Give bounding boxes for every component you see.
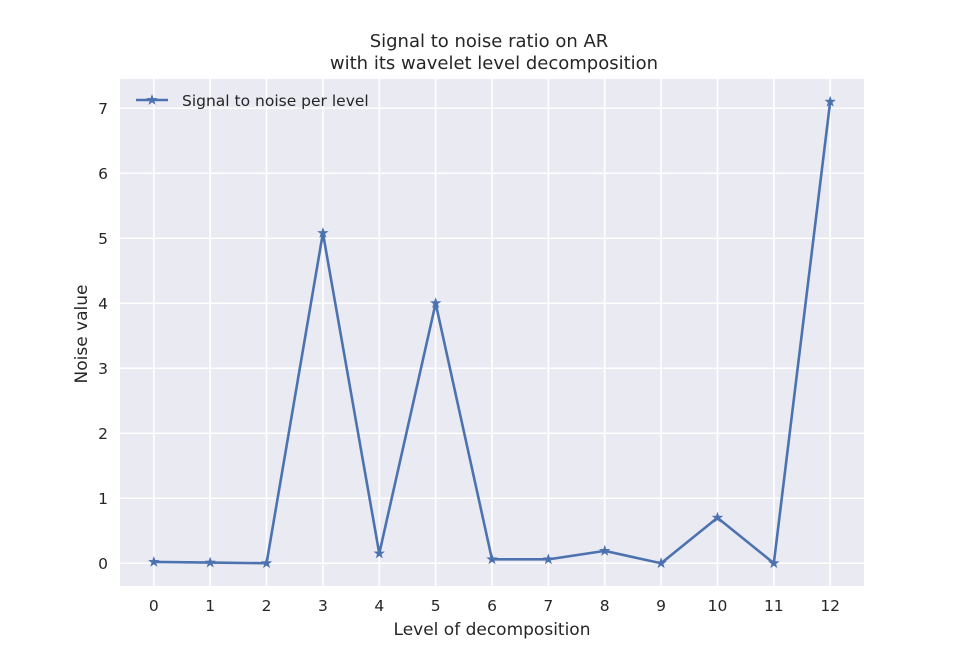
x-tick-label: 6 bbox=[487, 597, 497, 615]
data-point-star bbox=[542, 553, 555, 565]
data-point-star bbox=[260, 557, 273, 569]
x-tick-label: 5 bbox=[431, 597, 441, 615]
x-tick-label: 3 bbox=[318, 597, 328, 615]
x-tick-label: 2 bbox=[262, 597, 272, 615]
x-tick-label: 8 bbox=[600, 597, 610, 615]
x-tick-label: 1 bbox=[205, 597, 215, 615]
data-point-star bbox=[768, 557, 780, 569]
legend-label: Signal to noise per level bbox=[182, 92, 369, 110]
data-point-star bbox=[824, 95, 836, 107]
data-point-star bbox=[148, 555, 160, 567]
x-tick-label: 0 bbox=[149, 597, 159, 615]
y-axis-label: Noise value bbox=[72, 285, 92, 384]
y-tick-label: 0 bbox=[98, 555, 108, 573]
x-axis-label: Level of decomposition bbox=[394, 620, 591, 640]
x-tick-label: 4 bbox=[374, 597, 384, 615]
y-tick-label: 4 bbox=[98, 295, 108, 313]
x-tick-label: 10 bbox=[708, 597, 728, 615]
x-tick-label: 11 bbox=[764, 597, 784, 615]
x-tick-labels: 0 1 2 3 4 5 6 7 8 9 10 11 12 bbox=[149, 597, 840, 615]
grid-lines bbox=[120, 79, 864, 586]
data-point-star bbox=[429, 297, 442, 309]
y-tick-label: 2 bbox=[98, 425, 108, 443]
data-point-star bbox=[373, 547, 385, 559]
y-tick-label: 3 bbox=[98, 360, 108, 378]
series-layer bbox=[148, 95, 836, 569]
y-tick-label: 5 bbox=[98, 230, 108, 248]
legend: Signal to noise per level bbox=[136, 92, 369, 110]
chart-title-line1: Signal to noise ratio on AR bbox=[370, 31, 609, 52]
y-tick-label: 7 bbox=[98, 100, 108, 118]
y-tick-label: 1 bbox=[98, 490, 108, 508]
data-point-star bbox=[317, 227, 329, 238]
x-tick-label: 12 bbox=[820, 597, 840, 615]
y-tick-labels: 0 1 2 3 4 5 6 7 bbox=[98, 100, 108, 573]
data-point-star bbox=[655, 557, 667, 569]
data-point-star bbox=[204, 556, 216, 568]
chart-title-line2: with its wavelet level decomposition bbox=[330, 53, 658, 74]
y-tick-label: 6 bbox=[98, 165, 108, 183]
data-point-star bbox=[486, 553, 498, 565]
x-tick-label: 7 bbox=[543, 597, 553, 615]
legend-star-marker bbox=[146, 94, 158, 105]
data-point-star bbox=[711, 511, 724, 523]
data-point-star bbox=[599, 544, 611, 556]
x-tick-label: 9 bbox=[656, 597, 666, 615]
